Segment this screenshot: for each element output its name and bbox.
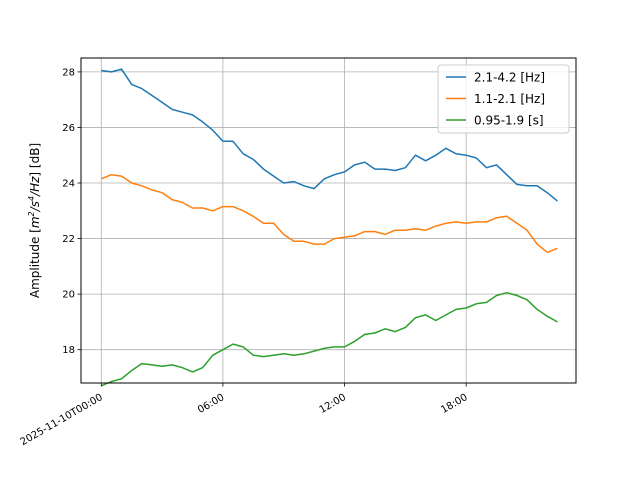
y-tick-label: 22 — [62, 234, 75, 245]
series-line-1 — [101, 68, 558, 202]
y-axis-label-exp2: 4 — [27, 196, 36, 201]
y-axis-label: Amplitude [m2/s4/Hz] [dB] — [27, 143, 42, 298]
series-layer — [101, 68, 558, 387]
y-tick-label: 28 — [62, 67, 75, 78]
legend-label-3: 0.95-1.9 [s] — [474, 114, 544, 128]
y-tick-label: 20 — [62, 290, 75, 301]
y-tick-label: 18 — [62, 345, 75, 356]
y-axis-label-prefix: Amplitude [ — [28, 228, 42, 298]
y-tick-label: 26 — [62, 123, 75, 134]
series-line-2 — [101, 173, 558, 254]
y-axis-label-hz: /Hz — [28, 176, 42, 197]
y-tick-label: 24 — [62, 179, 75, 190]
y-axis-label-m: m — [28, 216, 42, 228]
legend-label-2: 1.1-2.1 [Hz] — [474, 92, 545, 106]
series-line-3 — [101, 291, 558, 387]
plot-frame — [80, 57, 577, 384]
legend: 2.1-4.2 [Hz] 1.1-2.1 [Hz] 0.95-1.9 [s] — [437, 64, 570, 134]
legend-label-1: 2.1-4.2 [Hz] — [474, 71, 545, 85]
y-axis-label-exp1: 2 — [27, 211, 36, 216]
y-axis-label-end: ] [dB] — [28, 143, 42, 177]
legend-box — [437, 64, 570, 134]
grid-layer — [81, 58, 576, 383]
y-axis-label-slash-s: /s — [28, 201, 42, 212]
